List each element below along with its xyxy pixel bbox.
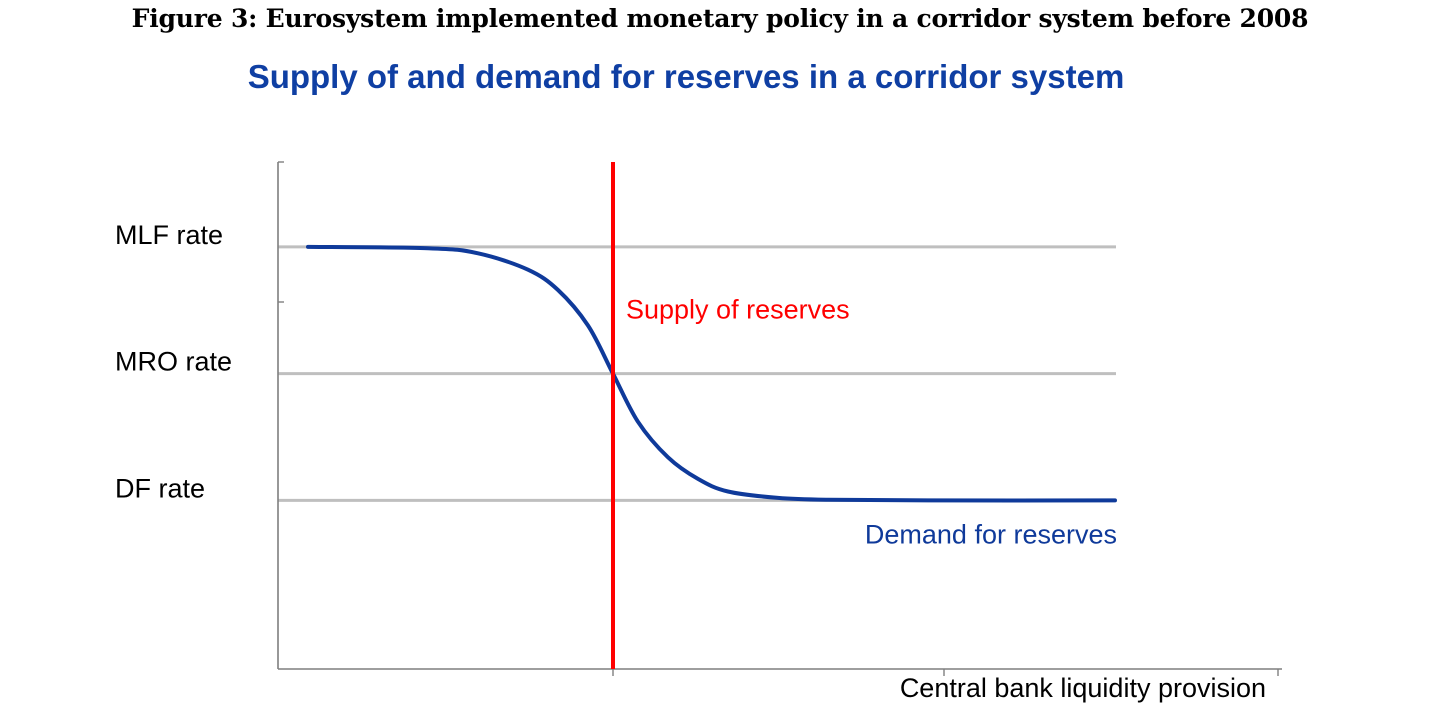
rate-labels: MLF rate MRO rate DF rate <box>115 220 232 503</box>
chart-title: Supply of and demand for reserves in a c… <box>247 58 1125 95</box>
figure-caption: Figure 3: Eurosystem implemented monetar… <box>131 4 1309 33</box>
demand-curve <box>306 244 1117 503</box>
demand-label: Demand for reserves <box>865 519 1117 549</box>
axes <box>277 161 1282 676</box>
corridor-lines <box>278 245 1116 502</box>
supply-label: Supply of reserves <box>626 294 850 324</box>
series-layer: Supply of reserves Demand for reserves <box>306 162 1117 669</box>
rate-label-df: DF rate <box>115 473 205 503</box>
x-axis-label: Central bank liquidity provision <box>900 673 1266 703</box>
rate-label-mlf: MLF rate <box>115 220 223 250</box>
rate-label-mro: MRO rate <box>115 347 232 377</box>
